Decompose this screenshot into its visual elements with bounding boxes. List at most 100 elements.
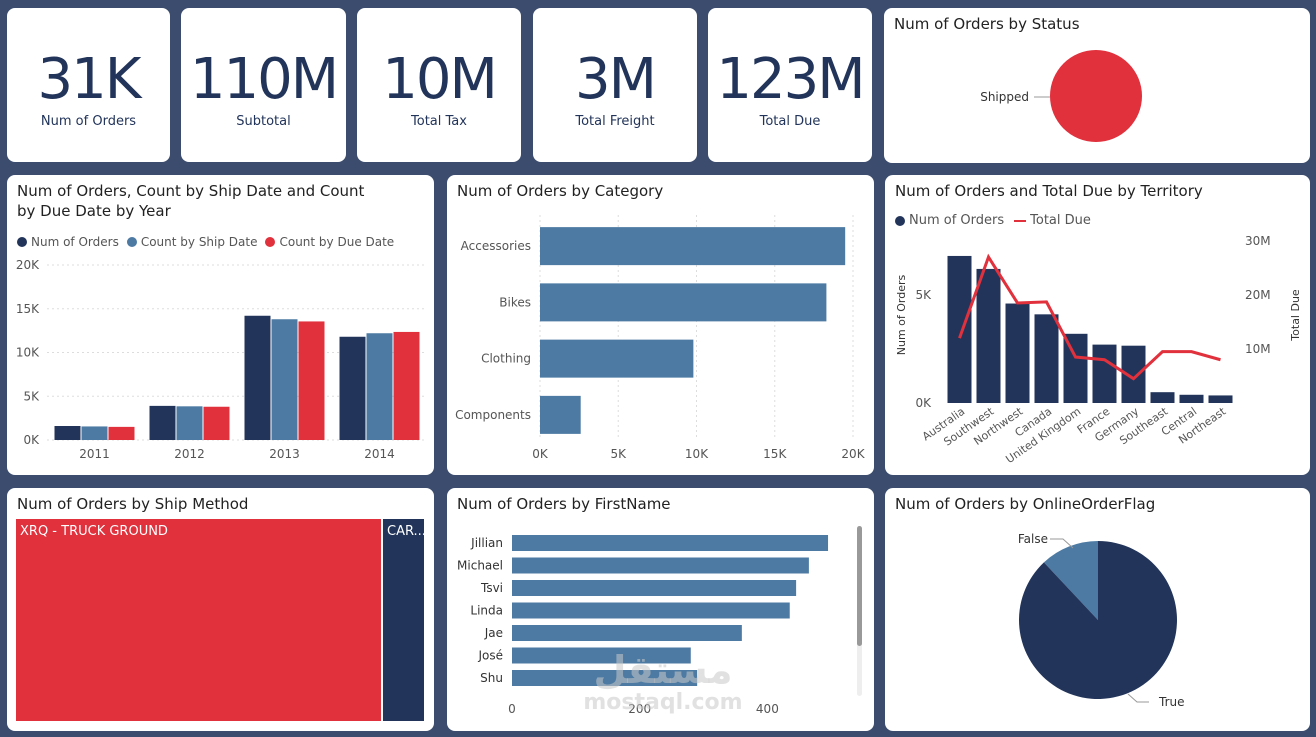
chart-title-line2: by Due Date by Year <box>17 202 171 220</box>
bar-2012-0[interactable] <box>149 405 176 440</box>
y-tick-label: 5K <box>23 389 40 403</box>
chart-title: Num of Orders by Ship Method <box>17 495 249 513</box>
bar-Components[interactable] <box>540 395 581 434</box>
legend-dot <box>895 215 905 226</box>
territory-chart-card[interactable]: Num of Orders and Total Due by Territory… <box>885 175 1310 475</box>
x-tick-label: 2013 <box>269 447 300 461</box>
scrollbar[interactable] <box>857 526 862 696</box>
ship-method-chart-card[interactable]: Num of Orders by Ship Method XRQ - TRUCK… <box>7 488 434 731</box>
scrollbar-thumb[interactable] <box>857 526 862 646</box>
x-tick-label: 15K <box>763 447 787 461</box>
y-tick-label: Jillian <box>470 536 503 550</box>
chart-title: Num of Orders by Status <box>894 15 1080 33</box>
kpi-value: 123M <box>716 47 865 112</box>
bar-United Kingdom[interactable] <box>1063 333 1088 403</box>
category-chart: 0K 5K 10K 15K 20K Accessories Bikes Clothing Com… <box>455 215 866 461</box>
y-tick-label: 20K <box>16 258 40 272</box>
y-tick-label: Components <box>455 408 531 422</box>
bar-France[interactable] <box>1092 344 1117 403</box>
x-tick-label: 2011 <box>79 447 110 461</box>
firstname-chart: 0 200 400 Jillian Michael Tsvi Linda Jae José Shu <box>457 535 829 716</box>
y-tick-label: Clothing <box>481 352 531 366</box>
kpi-card-freight[interactable]: 3M Total Freight <box>533 8 697 162</box>
bar-Central[interactable] <box>1179 394 1204 403</box>
legend-item[interactable]: Count by Ship Date <box>140 235 258 249</box>
chart-title: Num of Orders by Category <box>457 182 664 200</box>
y-tick-label-right: 20M <box>1245 288 1271 302</box>
bar-Australia[interactable] <box>947 255 972 403</box>
category-chart-card[interactable]: Num of Orders by Category 0K 5K 10K 15K 20K A… <box>447 175 874 475</box>
bar-2011-2[interactable] <box>108 426 135 440</box>
chart-title: Num of Orders by FirstName <box>457 495 671 513</box>
bar-Canada[interactable] <box>1034 314 1059 403</box>
year-chart-card[interactable]: Num of Orders, Count by Ship Date and Co… <box>7 175 434 475</box>
bar-Accessories[interactable] <box>540 227 846 266</box>
x-tick-label: 200 <box>628 702 651 716</box>
kpi-card-total-due[interactable]: 123M Total Due <box>708 8 872 162</box>
bar-2014-2[interactable] <box>393 331 420 440</box>
y-tick-label: José <box>477 649 503 663</box>
x-tick-label: 0K <box>532 447 549 461</box>
treemap-tile-truck-ground[interactable]: XRQ - TRUCK GROUND <box>16 519 381 721</box>
slice-True[interactable] <box>1019 541 1177 699</box>
y-tick-label: Bikes <box>499 295 531 309</box>
total-due-line <box>958 253 1221 381</box>
bar-2014-0[interactable] <box>339 336 366 440</box>
bar-Clothing[interactable] <box>540 339 694 378</box>
online-flag-chart-card[interactable]: Num of Orders by OnlineOrderFlag False Tr… <box>885 488 1310 731</box>
bar-2011-1[interactable] <box>81 426 108 440</box>
bar-Shu[interactable] <box>512 670 698 686</box>
slice-False[interactable] <box>1043 541 1098 620</box>
firstname-chart-card[interactable]: Num of Orders by FirstName 0 200 400 Jillia… <box>447 488 874 731</box>
bar-Tsvi[interactable] <box>512 580 797 596</box>
slice-label-false: False <box>1018 532 1048 546</box>
bar-2011-0[interactable] <box>54 426 81 440</box>
kpi-value: 10M <box>382 47 498 112</box>
bar-Bikes[interactable] <box>540 283 827 322</box>
kpi-card-subtotal[interactable]: 110M Subtotal <box>181 8 346 162</box>
bar-Southeast[interactable] <box>1150 392 1175 403</box>
bar-2014-1[interactable] <box>366 333 393 440</box>
treemap-tile-cargo[interactable]: CAR... <box>383 519 426 721</box>
bar-Northwest[interactable] <box>1005 303 1030 403</box>
chart-title: Num of Orders by OnlineOrderFlag <box>895 495 1156 513</box>
slice-label: Shipped <box>980 90 1029 104</box>
legend-item[interactable]: Num of Orders <box>31 235 119 249</box>
kpi-card-tax[interactable]: 10M Total Tax <box>357 8 521 162</box>
bar-José[interactable] <box>512 647 691 664</box>
x-tick-label: 10K <box>685 447 709 461</box>
chart-legend: Num of Orders Total Due <box>895 213 1091 228</box>
chart-legend: Num of Orders Count by Ship Date Count b… <box>17 235 394 249</box>
x-tick-label: 2012 <box>174 447 205 461</box>
chart-title: Num of Orders and Total Due by Territory <box>895 182 1203 200</box>
kpi-value: 3M <box>575 47 657 112</box>
slice-label-true: True <box>1158 695 1185 709</box>
kpi-card-orders[interactable]: 31K Num of Orders <box>7 8 170 162</box>
bar-Jae[interactable] <box>512 625 742 641</box>
bar-Jillian[interactable] <box>512 535 829 551</box>
bar-2013-2[interactable] <box>298 321 325 440</box>
bar-2012-1[interactable] <box>176 406 203 440</box>
legend-item[interactable]: Total Due <box>1030 213 1091 228</box>
slice-shipped[interactable] <box>1050 50 1142 142</box>
legend-dot <box>126 237 137 247</box>
y-tick-label-right: 10M <box>1245 342 1271 356</box>
status-chart-card[interactable]: Num of Orders by Status Shipped <box>884 8 1310 163</box>
x-tick-label: 2014 <box>364 447 395 461</box>
bar-Southwest[interactable] <box>976 268 1001 403</box>
kpi-label: Num of Orders <box>40 114 137 129</box>
legend-item[interactable]: Count by Due Date <box>279 235 395 249</box>
year-chart: 0K 5K 10K 15K 20K 2011 2012 2013 2014 <box>16 258 427 461</box>
kpi-label: Subtotal <box>236 114 291 129</box>
chart-title-line1: Num of Orders, Count by Ship Date and Co… <box>17 182 365 200</box>
y-tick-label-right: 30M <box>1245 234 1271 248</box>
leader-false <box>1050 538 1074 549</box>
bar-2013-0[interactable] <box>244 315 271 440</box>
bar-2013-1[interactable] <box>271 319 298 440</box>
bar-Michael[interactable] <box>512 557 809 574</box>
bar-2012-2[interactable] <box>203 406 230 440</box>
bar-Northeast[interactable] <box>1208 395 1233 403</box>
legend-item[interactable]: Num of Orders <box>909 213 1005 228</box>
bar-Linda[interactable] <box>512 602 790 619</box>
